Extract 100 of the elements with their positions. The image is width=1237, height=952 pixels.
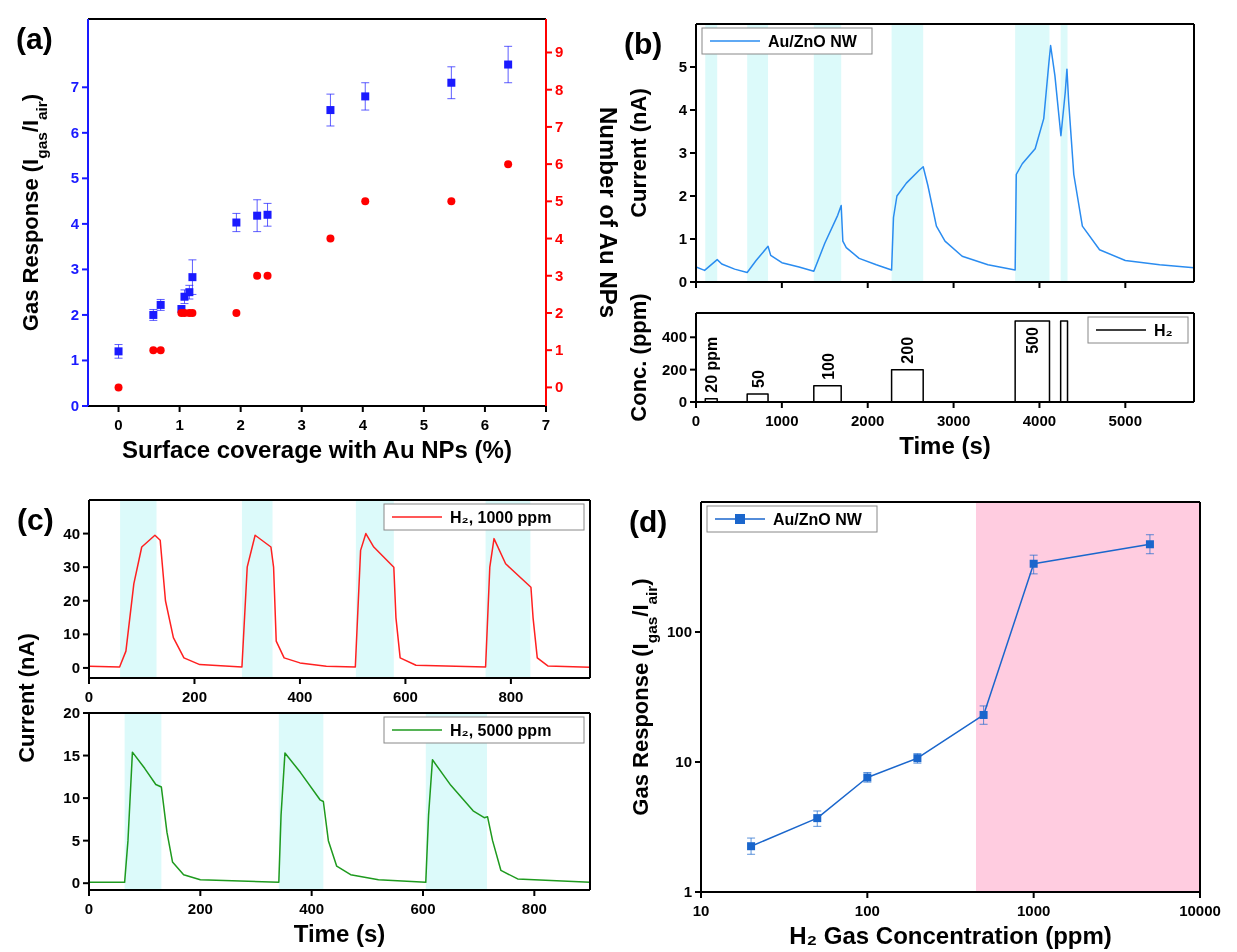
y2-tick-label: 5 xyxy=(555,192,564,210)
annotation: 50 xyxy=(749,370,767,388)
y-tick-label: 100 xyxy=(666,623,692,640)
chart-title: (d) xyxy=(629,505,668,538)
chart-title: (b) xyxy=(624,27,663,60)
point xyxy=(263,271,272,280)
y-tick-label: 10 xyxy=(63,789,80,807)
y-tick-label: 0 xyxy=(678,273,687,290)
point xyxy=(114,383,123,392)
y-tick-label: 20 xyxy=(63,704,80,721)
point xyxy=(185,288,194,297)
x-tick-label: 200 xyxy=(181,688,207,705)
point xyxy=(232,218,241,227)
y2-tick-label: 2 xyxy=(555,303,564,321)
x-tick-label: 6 xyxy=(480,416,490,433)
legend-label: H₂, 5000 ppm xyxy=(450,722,552,739)
point xyxy=(326,234,335,243)
y-tick-label: 0 xyxy=(678,393,687,410)
x-tick-label: 800 xyxy=(498,688,524,705)
y-tick-label: 0 xyxy=(71,658,80,676)
y-tick-label: 7 xyxy=(70,78,79,96)
point xyxy=(326,106,335,115)
y-axis-title: Current (nA) xyxy=(626,88,651,218)
x-tick-label: 5000 xyxy=(1108,412,1142,429)
annotation: 20 ppm xyxy=(703,336,721,393)
x-axis-title: Surface coverage with Au NPs (%) xyxy=(122,436,512,463)
x-tick-label: 100 xyxy=(854,902,880,919)
y2-axis-title: Number of Au NPs xyxy=(595,106,622,319)
x-tick-label: 600 xyxy=(392,688,418,705)
x-tick-label: 10000 xyxy=(1179,902,1221,919)
x-tick-label: 600 xyxy=(410,900,436,917)
x-tick-label: 3 xyxy=(297,416,306,433)
y-tick-label: 10 xyxy=(63,625,80,643)
point xyxy=(149,346,158,355)
y-tick-label: 2 xyxy=(678,187,687,204)
y-tick-label: 0 xyxy=(71,874,80,892)
y-tick-label: 4 xyxy=(678,101,688,118)
point xyxy=(447,197,456,206)
legend-label: Au/ZnO NW xyxy=(773,511,863,528)
x-tick-label: 2000 xyxy=(851,412,885,429)
point xyxy=(156,346,165,355)
y-tick-label: 3 xyxy=(70,260,79,278)
point xyxy=(447,78,456,87)
x-tick-label: 200 xyxy=(187,900,213,917)
y-tick-label: 3 xyxy=(678,144,687,161)
y-tick-label: 5 xyxy=(678,58,687,75)
x-tick-label: 800 xyxy=(521,900,547,917)
annotation: 100 xyxy=(819,353,837,380)
legend-label: H₂, 1000 ppm xyxy=(450,509,552,526)
point xyxy=(188,273,197,282)
legend-label: Au/ZnO NW xyxy=(768,33,858,50)
x-tick-label: 7 xyxy=(541,416,551,433)
annotation: 500 xyxy=(1024,327,1042,354)
point xyxy=(361,197,370,206)
y2-tick-label: 8 xyxy=(555,80,564,98)
chart-title: (a) xyxy=(16,22,53,55)
x-tick-label: 400 xyxy=(287,688,313,705)
line-series xyxy=(89,751,590,884)
y-tick-label: 1 xyxy=(683,883,692,900)
point xyxy=(232,308,241,317)
point xyxy=(253,211,262,220)
x-axis-title: H₂ Gas Concentration (ppm) xyxy=(789,922,1112,949)
y-tick-label: 20 xyxy=(63,591,80,609)
x-tick-label: 0 xyxy=(84,688,94,705)
y-tick-label: 1 xyxy=(70,351,79,369)
y2-tick-label: 7 xyxy=(555,117,564,135)
y2-tick-label: 3 xyxy=(555,266,564,284)
y-tick-label: 5 xyxy=(70,169,79,187)
line-series xyxy=(89,532,590,668)
point xyxy=(504,160,513,169)
y-tick-label: 6 xyxy=(70,123,79,141)
x-axis-title: Time (s) xyxy=(899,432,991,459)
x-tick-label: 4 xyxy=(358,416,368,433)
y2-tick-label: 0 xyxy=(555,378,564,396)
y2-tick-label: 4 xyxy=(555,229,564,247)
y-tick-label: 30 xyxy=(63,558,80,576)
point xyxy=(504,60,513,69)
x-tick-label: 2 xyxy=(236,416,245,433)
x-tick-label: 1 xyxy=(175,416,184,433)
point xyxy=(253,271,262,280)
y-axis-title: Conc. (ppm) xyxy=(626,293,651,422)
y-tick-label: 15 xyxy=(63,746,80,764)
y-tick-label: 40 xyxy=(63,524,80,542)
x-tick-label: 1000 xyxy=(765,412,799,429)
x-axis-title: Time (s) xyxy=(293,920,386,947)
x-tick-label: 10 xyxy=(692,902,710,919)
y-tick-label: 10 xyxy=(675,753,692,770)
y-tick-label: 400 xyxy=(661,328,687,346)
x-tick-label: 3000 xyxy=(936,412,971,429)
y-tick-label: 4 xyxy=(70,214,80,232)
y2-tick-label: 1 xyxy=(555,341,564,359)
legend-label: H₂ xyxy=(1154,322,1173,339)
y-tick-label: 0 xyxy=(70,397,79,414)
x-tick-label: 1000 xyxy=(1016,902,1051,919)
chart-title: (c) xyxy=(17,503,54,536)
x-tick-label: 4000 xyxy=(1022,412,1057,429)
y2-tick-label: 6 xyxy=(555,155,564,173)
x-tick-label: 400 xyxy=(299,900,325,917)
x-tick-label: 0 xyxy=(114,416,123,433)
point xyxy=(361,92,370,101)
